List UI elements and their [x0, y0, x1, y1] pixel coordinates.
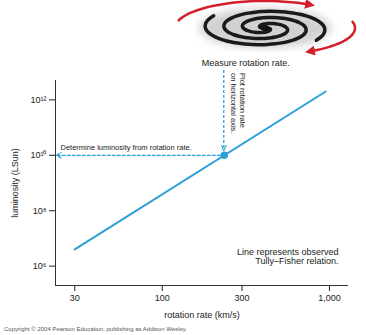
- svg-text:Copyright © 2004 Pearson Educa: Copyright © 2004 Pearson Education, publ…: [4, 326, 187, 332]
- svg-text:luminosity (LSun): luminosity (LSun): [10, 148, 20, 218]
- svg-text:Determine luminosity from rota: Determine luminosity from rotation rate.: [61, 143, 192, 152]
- svg-text:Line represents observedTully–: Line represents observedTully–Fisher rel…: [237, 247, 339, 266]
- svg-text:30: 30: [70, 293, 80, 303]
- svg-text:10¹²: 10¹²: [30, 95, 46, 105]
- svg-text:Plot rotation rate: Plot rotation rate: [238, 73, 247, 128]
- svg-text:Measure rotation rate.: Measure rotation rate.: [202, 58, 290, 68]
- svg-text:10¹⁰: 10¹⁰: [30, 150, 46, 160]
- svg-text:on horizontal axis.: on horizontal axis.: [229, 73, 238, 133]
- svg-text:300: 300: [234, 293, 249, 303]
- svg-text:10⁶: 10⁶: [33, 261, 47, 271]
- svg-text:100: 100: [155, 293, 170, 303]
- svg-text:rotation rate (km/s): rotation rate (km/s): [164, 310, 240, 320]
- svg-text:10⁸: 10⁸: [33, 206, 47, 216]
- svg-text:1,000: 1,000: [318, 293, 341, 303]
